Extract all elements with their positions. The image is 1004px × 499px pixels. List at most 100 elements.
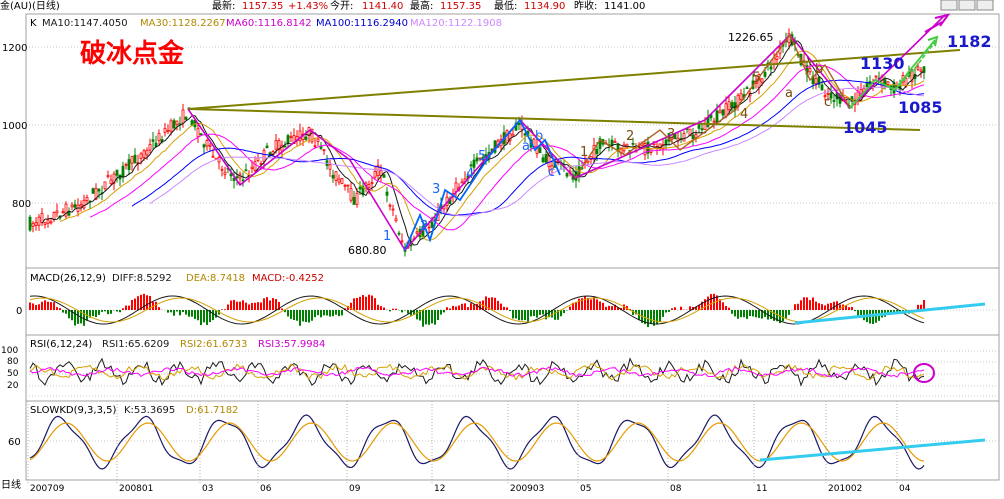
quote-prev-label: 昨收:	[574, 0, 597, 12]
candle-body	[586, 160, 590, 163]
candle-body	[331, 174, 335, 179]
candle-body	[565, 173, 569, 177]
candle-body	[472, 159, 476, 168]
kd-legend-d: D:61.7182	[186, 405, 238, 416]
candle-body	[28, 216, 32, 231]
date-tick: 03	[202, 484, 213, 494]
panel-button-3[interactable]	[976, 0, 994, 11]
candle-body	[73, 204, 77, 208]
candle-body	[874, 75, 878, 78]
candle-body	[382, 174, 386, 178]
candle-body	[40, 212, 44, 223]
quote-last-label: 最新:	[212, 0, 235, 12]
candle-body	[682, 133, 686, 142]
candle-body	[598, 138, 602, 149]
quote-open: 1141.40	[362, 1, 403, 12]
candle-body	[622, 144, 626, 152]
macd-legend-dea: DEA:8.7418	[186, 273, 245, 284]
macd-trendline	[794, 302, 986, 325]
rsi-legend-rsi2: RSI2:61.6733	[180, 339, 247, 350]
candle-body	[250, 166, 254, 169]
candle-body	[124, 163, 128, 166]
ma-legend-ma30: MA30:1128.2267	[140, 18, 226, 29]
wave-label-brown: 2	[626, 129, 634, 144]
date-tick: 06	[260, 484, 272, 494]
candle-body	[700, 128, 704, 131]
candle-body	[109, 179, 113, 184]
candle-body	[82, 199, 86, 209]
panel-controls[interactable]	[940, 0, 994, 11]
date-tick: 200903	[510, 484, 544, 494]
rsi-legend-rsi3: RSI3:57.9984	[258, 339, 325, 350]
candle-body	[85, 196, 89, 202]
forecast-green	[894, 41, 936, 91]
candle-body	[820, 84, 824, 91]
candle-body	[715, 110, 719, 123]
candle-body	[142, 150, 146, 158]
wave-label-blue: a	[522, 139, 530, 154]
macd-panel-frame	[25, 267, 1000, 336]
candle-body	[346, 184, 350, 187]
panel-button-1[interactable]	[940, 0, 958, 11]
kd-legend-k: K:53.3695	[124, 405, 175, 416]
quote-low: 1134.90	[524, 1, 565, 12]
candle-body	[541, 157, 545, 163]
candle-body	[517, 122, 521, 125]
wave-label-blue: 1	[383, 229, 391, 244]
candle-body	[865, 82, 869, 88]
candle-body	[376, 165, 380, 177]
candle-body	[394, 218, 398, 222]
candle-body	[922, 66, 926, 73]
candle-body	[220, 168, 224, 171]
candle-body	[397, 232, 401, 235]
candle-body	[745, 87, 749, 89]
kd-series	[29, 414, 925, 470]
candle-body	[211, 155, 215, 158]
date-tick: 11	[756, 484, 767, 494]
candle-body	[481, 156, 485, 161]
candle-body	[181, 109, 185, 124]
candle-body	[832, 99, 836, 102]
candle-body	[670, 137, 674, 140]
candle-body	[253, 161, 257, 171]
candle-body	[46, 219, 50, 224]
wave-label-blue: b	[535, 129, 543, 144]
date-tick: 08	[670, 484, 682, 494]
macd-legend-diff: DIFF:8.5292	[112, 273, 172, 284]
date-tick: 09	[349, 484, 361, 494]
rsi-line	[29, 357, 925, 387]
candle-body	[775, 55, 779, 60]
candle-body	[130, 156, 134, 164]
candle-body	[817, 76, 821, 85]
candle-body	[550, 165, 554, 170]
candle-body	[697, 123, 701, 129]
candle-body	[91, 188, 95, 194]
kd-tick: 60	[8, 437, 21, 448]
kd-k-line	[29, 414, 925, 470]
panel-button-2[interactable]	[958, 0, 976, 11]
candle-body	[235, 176, 239, 179]
forecast-arrow-green	[927, 35, 939, 47]
quote-low-label: 最低:	[494, 0, 517, 12]
quote-prev: 1141.00	[604, 1, 645, 12]
candle-body	[139, 153, 143, 160]
date-tick: 05	[580, 484, 591, 494]
candle-body	[430, 221, 434, 228]
price-tick: 1000	[2, 121, 27, 132]
candle-body	[277, 140, 281, 150]
candle-body	[355, 192, 359, 205]
date-axis: 200709 200801 03 06 09 12 200903 05 08 11 201002 04	[27, 401, 911, 494]
ma-legend-ma120: MA120:1122.1908	[410, 18, 502, 29]
annotation-1182: 1182	[947, 32, 992, 51]
candle-body	[523, 133, 527, 136]
ma-line	[41, 40, 925, 246]
upper-trendline	[187, 49, 961, 110]
candle-body	[232, 178, 236, 181]
kd-d-line	[29, 422, 925, 462]
symbol-title: 金(AU)(日线)	[0, 0, 60, 12]
date-tick: 201002	[828, 484, 862, 494]
candle-body	[157, 132, 161, 141]
candle-body	[625, 143, 629, 148]
candle-body	[79, 204, 83, 207]
candle-body	[169, 120, 173, 132]
